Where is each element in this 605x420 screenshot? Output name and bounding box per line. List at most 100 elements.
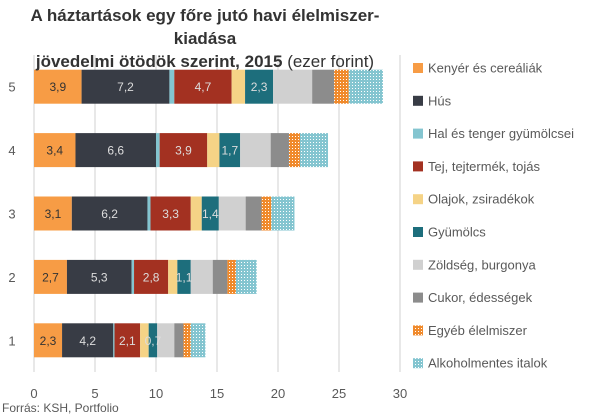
bar-segment (183, 323, 191, 358)
bar-segment (174, 323, 184, 358)
category-label: 3 (8, 207, 15, 222)
x-tick-label: 15 (210, 386, 224, 401)
bar-segment (34, 69, 82, 104)
x-tick-label: 0 (30, 386, 37, 401)
data-label: 1,1 (176, 270, 193, 284)
bar-segment (348, 69, 383, 104)
bar-segment (66, 259, 132, 294)
legend-swatch (413, 358, 423, 369)
bar-segment (34, 323, 63, 358)
bar-segment (190, 259, 213, 294)
bar-segment (219, 133, 241, 168)
bar-segment (273, 69, 313, 104)
bar-segment (334, 69, 349, 104)
title-main: jövedelmi ötödök szerint, 2015 (35, 52, 283, 71)
bar-segment (75, 133, 156, 168)
bar-segment (157, 323, 175, 358)
bar-segment (159, 133, 208, 168)
legend-swatch (413, 128, 423, 139)
bar-segment (227, 259, 236, 294)
chart-title: A háztartások egy főre jutó havi élelmis… (0, 4, 410, 73)
bar-segment (201, 196, 219, 231)
bar-segment (156, 133, 160, 168)
bar-segment (81, 69, 170, 104)
legend-swatch (413, 194, 423, 205)
bar-segment (150, 196, 191, 231)
bar-segment (270, 133, 289, 168)
legend-swatch (413, 292, 423, 303)
legend-label: Kenyér és cereáliák (428, 61, 543, 76)
data-label: 0,7 (145, 334, 162, 348)
x-tick-label: 30 (393, 386, 407, 401)
legend-label: Hal és tenger gyümölcsei (428, 126, 574, 141)
bar-segment (207, 133, 220, 168)
data-label: 2,1 (119, 334, 136, 348)
x-tick-label: 20 (271, 386, 285, 401)
bar-segment (131, 259, 135, 294)
bar-segment (140, 323, 149, 358)
bar-segment (218, 196, 246, 231)
data-label: 3,1 (45, 207, 62, 221)
data-label: 3,3 (162, 207, 179, 221)
data-label: 3,9 (49, 80, 66, 94)
legend-label: Alkoholmentes italok (428, 356, 548, 371)
bar-segment (147, 196, 151, 231)
bar-segment (177, 259, 191, 294)
data-label: 6,6 (107, 144, 124, 158)
legend-swatch (413, 259, 423, 270)
data-label: 3,4 (46, 144, 63, 158)
legend-label: Olajok, zsiradékok (428, 192, 535, 207)
bar-segment (245, 69, 274, 104)
data-label: 4,7 (195, 80, 212, 94)
data-label: 2,7 (42, 270, 59, 284)
bar-segment (148, 323, 158, 358)
source-note: Forrás: KSH, Portfolio (2, 401, 119, 415)
bar-segment (288, 133, 300, 168)
data-label: 2,3 (40, 334, 57, 348)
data-label: 7,2 (117, 80, 134, 94)
category-label: 2 (8, 270, 15, 285)
x-tick-label: 10 (149, 386, 163, 401)
bar-segment (245, 196, 262, 231)
data-label: 6,2 (101, 207, 118, 221)
legend-swatch (413, 161, 423, 172)
legend-label: Hús (428, 93, 452, 108)
title-unit: (ezer forint) (287, 52, 375, 71)
bar-segment (169, 69, 175, 104)
legend-label: Zöldség, burgonya (428, 257, 536, 272)
bar-segment (34, 259, 67, 294)
bar-segment (235, 259, 257, 294)
bar-segment (261, 196, 272, 231)
title-line-2: jövedelmi ötödök szerint, 2015 (ezer for… (0, 50, 410, 73)
bar-segment (62, 323, 114, 358)
data-label: 4,2 (79, 334, 96, 348)
legend-swatch (413, 63, 423, 73)
category-label: 5 (8, 80, 15, 95)
category-label: 1 (8, 333, 15, 348)
data-label: 1,4 (202, 207, 219, 221)
data-label: 5,3 (91, 270, 108, 284)
bar-segment (299, 133, 329, 168)
data-label: 2,8 (143, 270, 160, 284)
x-tick-label: 25 (332, 386, 346, 401)
bar-segment (168, 259, 178, 294)
bar-segment (271, 196, 295, 231)
bar-segment (34, 196, 72, 231)
data-label: 1,7 (221, 144, 238, 158)
legend-label: Egyéb élelmiszer (428, 323, 528, 338)
bar-segment (114, 323, 141, 358)
x-tick-label: 5 (91, 386, 98, 401)
legend-swatch (413, 227, 423, 237)
bar-segment (240, 133, 271, 168)
data-label: 3,9 (175, 144, 192, 158)
data-label: 2,3 (251, 80, 268, 94)
bar-segment (71, 196, 148, 231)
bar-segment (34, 133, 76, 168)
bar-segment (212, 259, 228, 294)
legend-label: Cukor, édességek (428, 290, 533, 305)
legend-swatch (413, 325, 423, 336)
bar-segment (190, 323, 206, 358)
bar-segment (113, 323, 115, 358)
legend-label: Gyümölcs (428, 225, 486, 240)
bar-segment (174, 69, 232, 104)
